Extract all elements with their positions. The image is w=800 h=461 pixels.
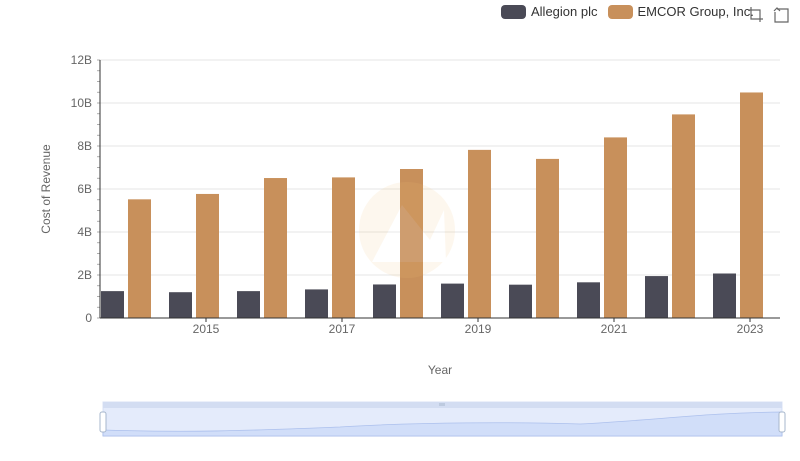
bar-emcor [264,178,287,318]
legend-label: Allegion plc [531,4,598,19]
legend-item-allegion[interactable]: Allegion plc [501,4,598,19]
bar-allegion [169,292,192,318]
y-tick-label: 4B [77,225,92,239]
toolbox [747,6,799,23]
bar-emcor [672,114,695,319]
bar-emcor [604,137,627,318]
legend-label: EMCOR Group, Inc. [637,4,754,19]
y-tick-label: 8B [77,139,92,153]
legend-swatch [607,4,633,19]
legend-item-emcor[interactable]: EMCOR Group, Inc. [607,4,754,19]
axes: 0 2B 4B 6B 8B 10B 12B 2015 2017 2019 2021 2023 [71,53,780,336]
bar-allegion [645,276,668,318]
data-zoom-slider[interactable] [99,401,786,437]
y-tick-label: 2B [77,268,92,282]
bar-allegion [577,282,600,318]
bar-emcor [400,169,423,318]
x-tick-label: 2019 [465,322,492,336]
y-tick-label: 0 [85,311,92,325]
x-tick-label: 2023 [737,322,764,336]
x-axis-title: Year [428,363,452,377]
bar-emcor [468,149,491,318]
zoom-select-icon[interactable] [747,6,764,23]
bar-allegion [713,273,736,318]
bar-emcor [740,92,763,318]
x-tick-label: 2017 [329,322,356,336]
bar-emcor [332,177,355,318]
x-tick-label: 2021 [601,322,628,336]
zoom-handle-right[interactable] [778,411,786,433]
bar-emcor [196,193,219,318]
legend: Allegion plc EMCOR Group, Inc. [501,4,764,19]
zoom-handle-left[interactable] [99,411,107,433]
watermark-logo [359,182,455,278]
y-tick-label: 6B [77,182,92,196]
zoom-selected-window[interactable] [103,408,782,436]
zoom-reset-icon[interactable] [773,6,790,23]
zoom-move-handle-icon[interactable] [439,403,445,406]
y-tick-label: 12B [71,53,92,67]
bar-emcor [128,199,151,318]
legend-swatch [501,4,526,19]
bar-allegion [373,284,396,318]
bar-allegion [101,291,124,318]
x-tick-label: 2015 [193,322,220,336]
bar-allegion [237,291,260,318]
bar-series [101,92,763,319]
bar-allegion [305,289,328,318]
y-axis-title: Cost of Revenue [39,144,53,234]
bar-allegion [441,283,464,318]
bar-allegion [509,284,532,318]
bar-emcor [536,158,559,318]
zoom-preview-area [102,411,783,437]
y-tick-label: 10B [71,96,92,110]
